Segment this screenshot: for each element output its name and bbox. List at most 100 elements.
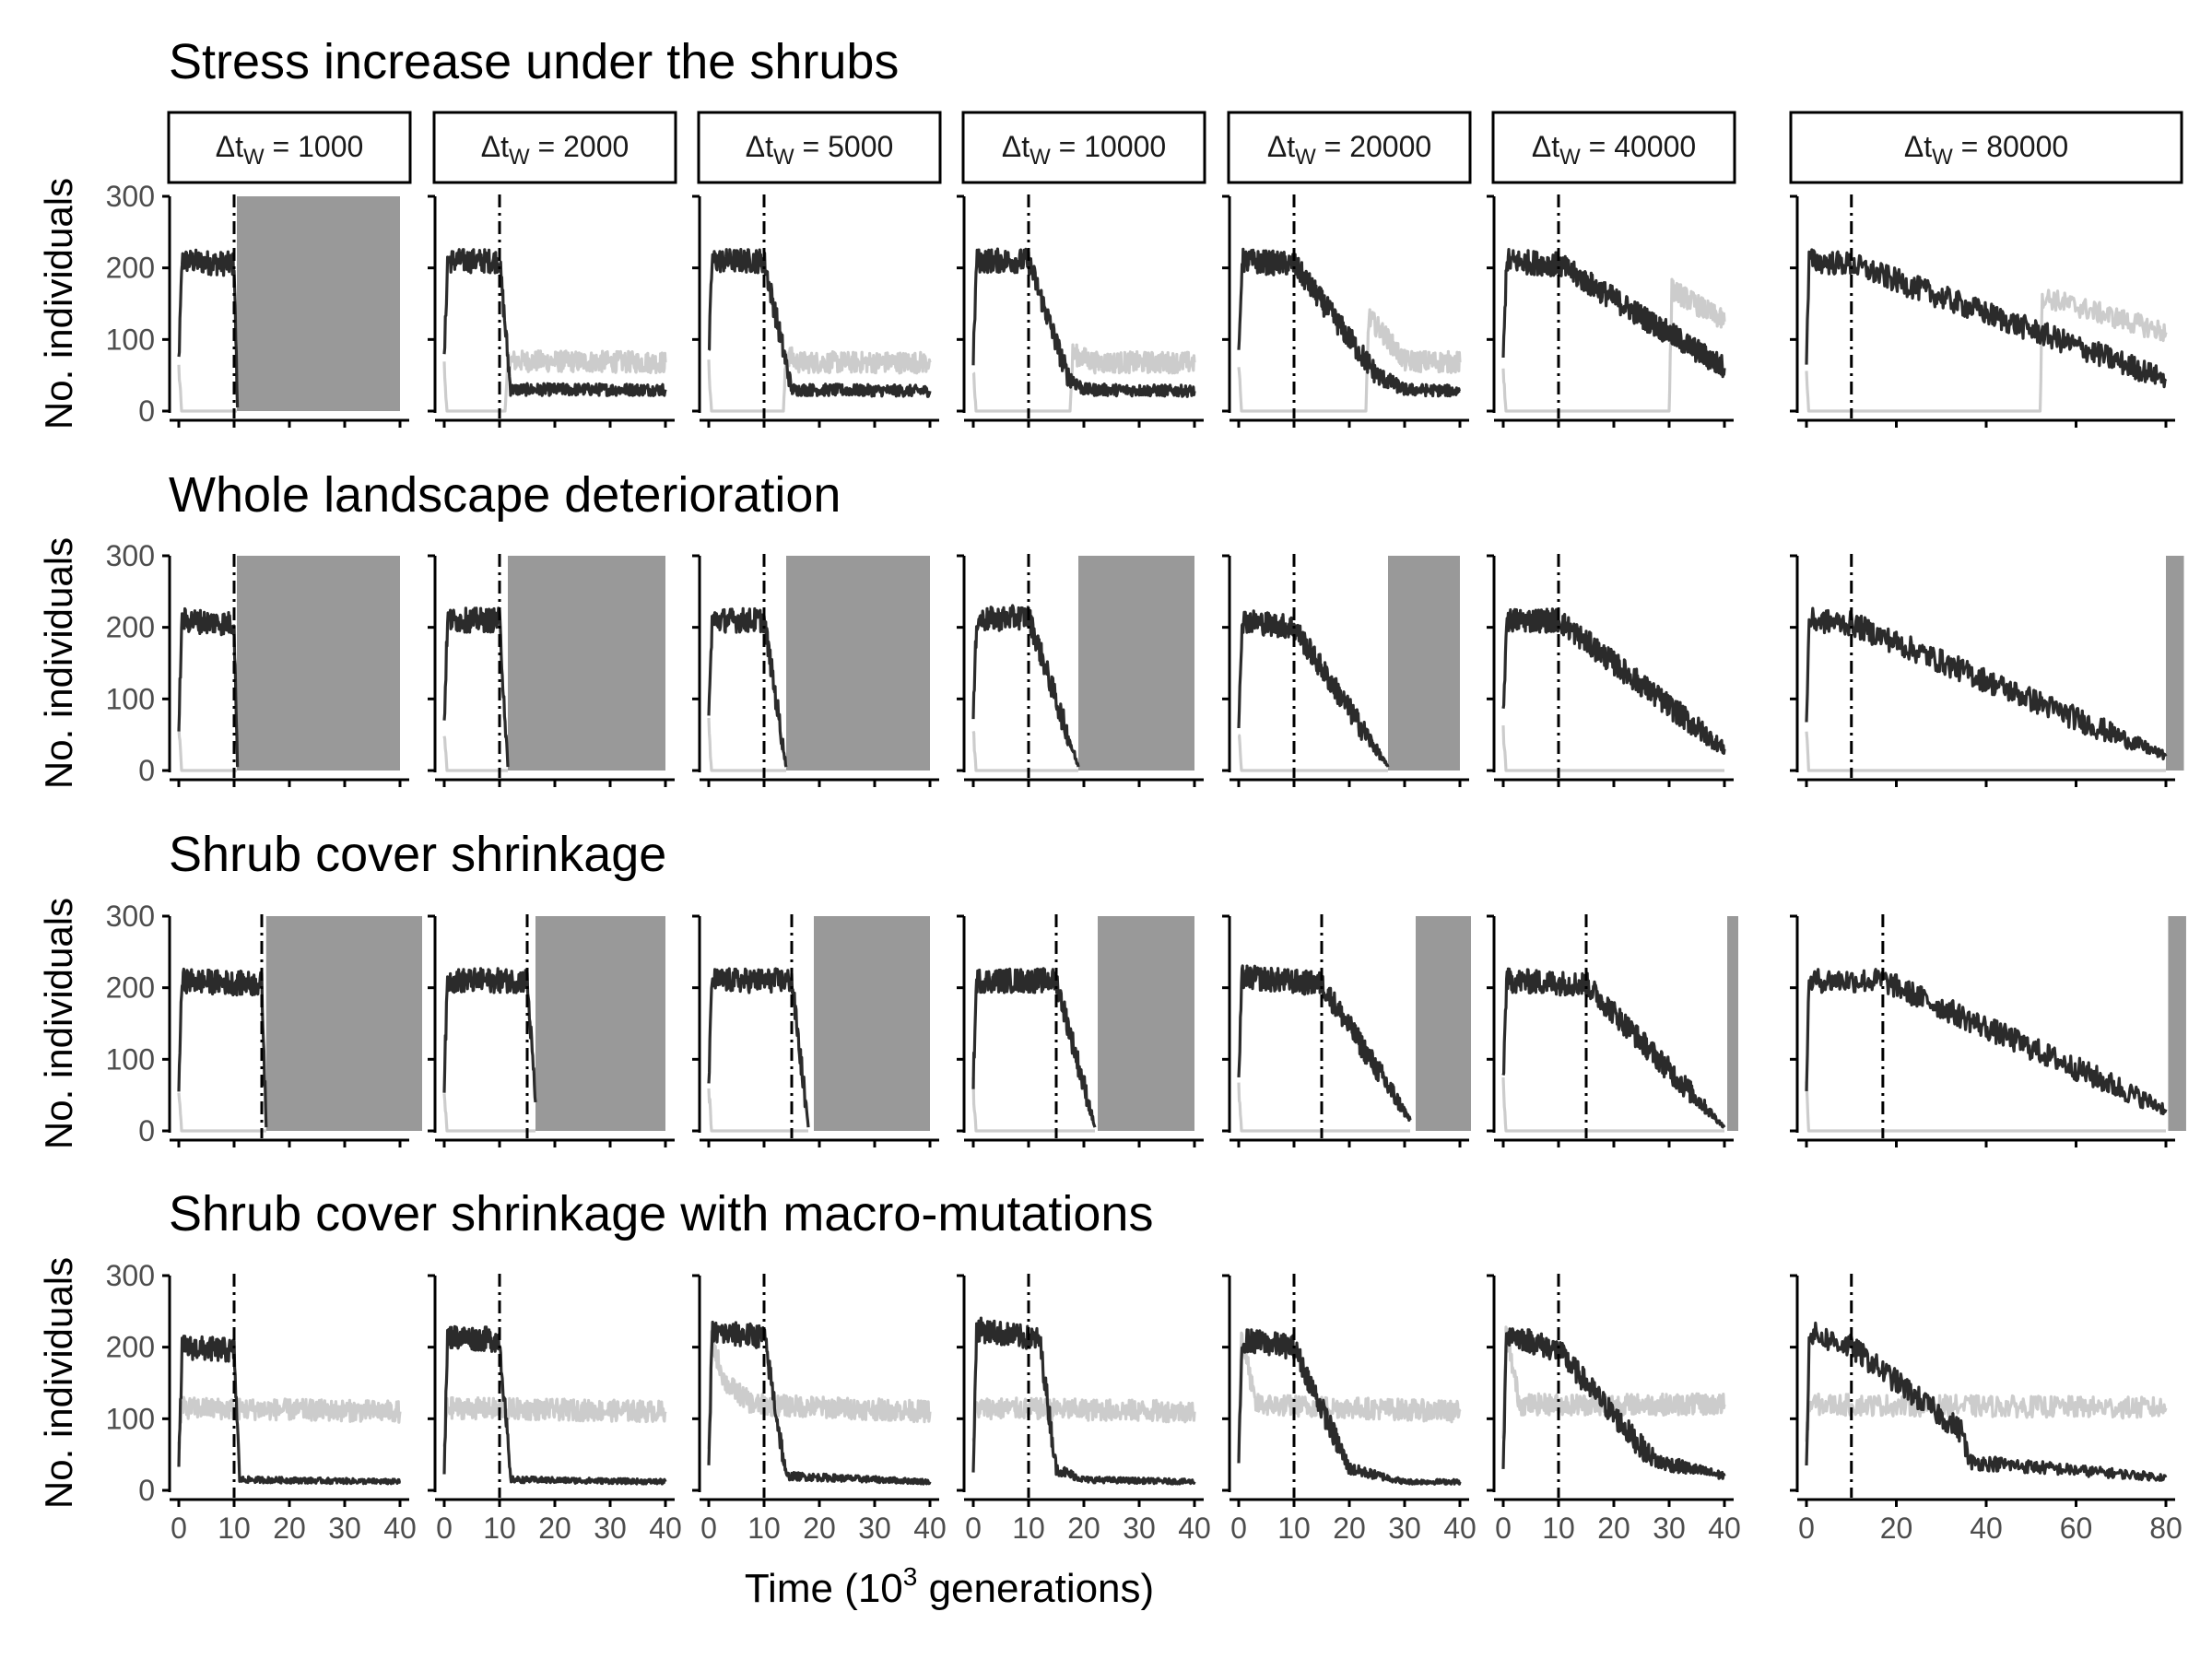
series-light-line (1805, 1081, 2167, 1133)
facet-panel: 0 10 20 30 40 (1487, 1274, 1741, 1545)
x-tick-label: 40 (1970, 1512, 2003, 1545)
series-dark-line (1237, 247, 1462, 398)
facet-strip-label: ΔtW = 80000 (1904, 130, 2068, 170)
x-tick-label: 20 (273, 1512, 306, 1545)
series-dark-line (707, 967, 810, 1128)
y-tick-label: 300 (106, 539, 155, 572)
strip-label-delta: Δt (1267, 130, 1295, 163)
y-tick-label: 100 (106, 682, 155, 715)
facet-panel (1790, 194, 2175, 428)
row-title: Whole landscape deterioration (169, 467, 841, 523)
strip-label-subscript: W (243, 145, 265, 170)
series-light-line (1805, 731, 2167, 772)
series-light-line (442, 1093, 537, 1133)
series-light-line (1501, 1077, 1726, 1133)
row-title: Stress increase under the shrubs (169, 34, 899, 89)
facet-panel (692, 554, 939, 787)
series-dark-line (1805, 968, 2168, 1116)
extinction-shade (1388, 556, 1460, 771)
x-axis-title-rest: generations) (917, 1566, 1154, 1611)
series-dark-line (177, 967, 268, 1128)
series-dark-line (442, 1324, 667, 1486)
series-light-line (177, 364, 238, 413)
x-tick-label: 0 (1230, 1512, 1247, 1545)
series-dark-line (1501, 607, 1726, 756)
extinction-shade (1416, 916, 1471, 1131)
x-tick-label: 10 (1277, 1512, 1311, 1545)
x-tick-label: 10 (747, 1512, 781, 1545)
row-title: Shrub cover shrinkage with macro-mutatio… (169, 1186, 1153, 1241)
x-tick-label: 40 (1708, 1512, 1741, 1545)
x-tick-label: 60 (2060, 1512, 2093, 1545)
facet-strip-label: ΔtW = 10000 (1002, 130, 1166, 170)
strip-label-value: = 40000 (1581, 130, 1696, 163)
series-light-line (1805, 1392, 2168, 1442)
y-axis-title: No. individuals (37, 537, 80, 789)
facet-panel: 0 20 40 60 80 (1790, 1274, 2183, 1545)
y-axis-title: No. individuals (37, 178, 80, 429)
series-dark-line (1501, 1327, 1726, 1480)
series-dark-line (1501, 248, 1726, 379)
series-dark-line (442, 967, 537, 1103)
facet-strip: ΔtW = 80000 (1789, 111, 2183, 184)
facet-strips: ΔtW = 1000 ΔtW = 2000 ΔtW = 5000 ΔtW = 1000… (167, 111, 2183, 184)
series-light-line (971, 1396, 1196, 1443)
y-tick-label: 200 (106, 971, 155, 1005)
x-tick-label: 0 (965, 1512, 982, 1545)
x-tick-label: 30 (858, 1512, 891, 1545)
x-tick-label: 20 (803, 1512, 836, 1545)
facet-panel: 0 10 20 30 40 (1222, 1274, 1477, 1545)
x-tick-label: 20 (1067, 1512, 1100, 1545)
y-tick-label: 0 (138, 754, 155, 787)
series-light-line (442, 1395, 667, 1447)
facet-panel (1222, 554, 1469, 787)
x-tick-label: 30 (1388, 1512, 1421, 1545)
facet-strip-label: ΔtW = 20000 (1267, 130, 1431, 170)
x-tick-label: 20 (1597, 1512, 1630, 1545)
series-dark-line (707, 606, 788, 768)
extinction-shade (265, 916, 422, 1131)
x-tick-label: 0 (436, 1512, 453, 1545)
x-tick-label: 0 (1495, 1512, 1512, 1545)
facet-panel (1790, 914, 2186, 1147)
facet-panel (428, 194, 675, 428)
strip-label-value: = 80000 (1953, 130, 2068, 163)
series-dark-line (707, 248, 932, 398)
series-light-line (177, 1395, 402, 1451)
strip-label-value: = 2000 (530, 130, 629, 163)
facet-panel (1487, 554, 1734, 787)
x-tick-label: 40 (1178, 1512, 1211, 1545)
facet-panel: 0 100 200 300 0 10 20 30 40 (106, 1259, 417, 1545)
y-tick-label: 0 (138, 1114, 155, 1147)
extinction-shade (237, 196, 400, 411)
x-tick-label: 80 (2149, 1512, 2183, 1545)
series-light-line (1805, 288, 2168, 413)
strip-label-subscript: W (1030, 145, 1051, 170)
series-dark-line (1237, 609, 1390, 768)
x-tick-label: 0 (171, 1512, 187, 1545)
x-tick-label: 40 (913, 1512, 947, 1545)
facet-panel: 0 10 20 30 40 (957, 1274, 1211, 1545)
y-tick-label: 200 (106, 252, 155, 285)
series-dark-line (1805, 1321, 2168, 1482)
facet-panel: 0 100 200 300 (106, 180, 409, 428)
facet-strip-label: ΔtW = 2000 (481, 130, 629, 170)
x-axis-title-main: Time (10 (745, 1566, 903, 1611)
y-tick-label: 200 (106, 611, 155, 644)
x-tick-label: 30 (1123, 1512, 1156, 1545)
facet-panel (957, 914, 1204, 1147)
facet-panel (692, 914, 939, 1147)
strip-label-delta: Δt (1532, 130, 1559, 163)
row-title: Shrub cover shrinkage (169, 827, 666, 882)
x-tick-label: 20 (538, 1512, 571, 1545)
series-light-line (177, 727, 238, 772)
row-titles: Stress increase under the shrubs Whole la… (169, 34, 1153, 1241)
x-tick-label: 0 (1798, 1512, 1815, 1545)
facet-strip: ΔtW = 5000 (697, 111, 942, 184)
x-tick-label: 30 (328, 1512, 361, 1545)
series-dark-line (177, 606, 240, 768)
facet-strip: ΔtW = 10000 (961, 111, 1206, 184)
facet-panel: 0 10 20 30 40 (692, 1274, 947, 1545)
series-dark-line (971, 1316, 1196, 1486)
